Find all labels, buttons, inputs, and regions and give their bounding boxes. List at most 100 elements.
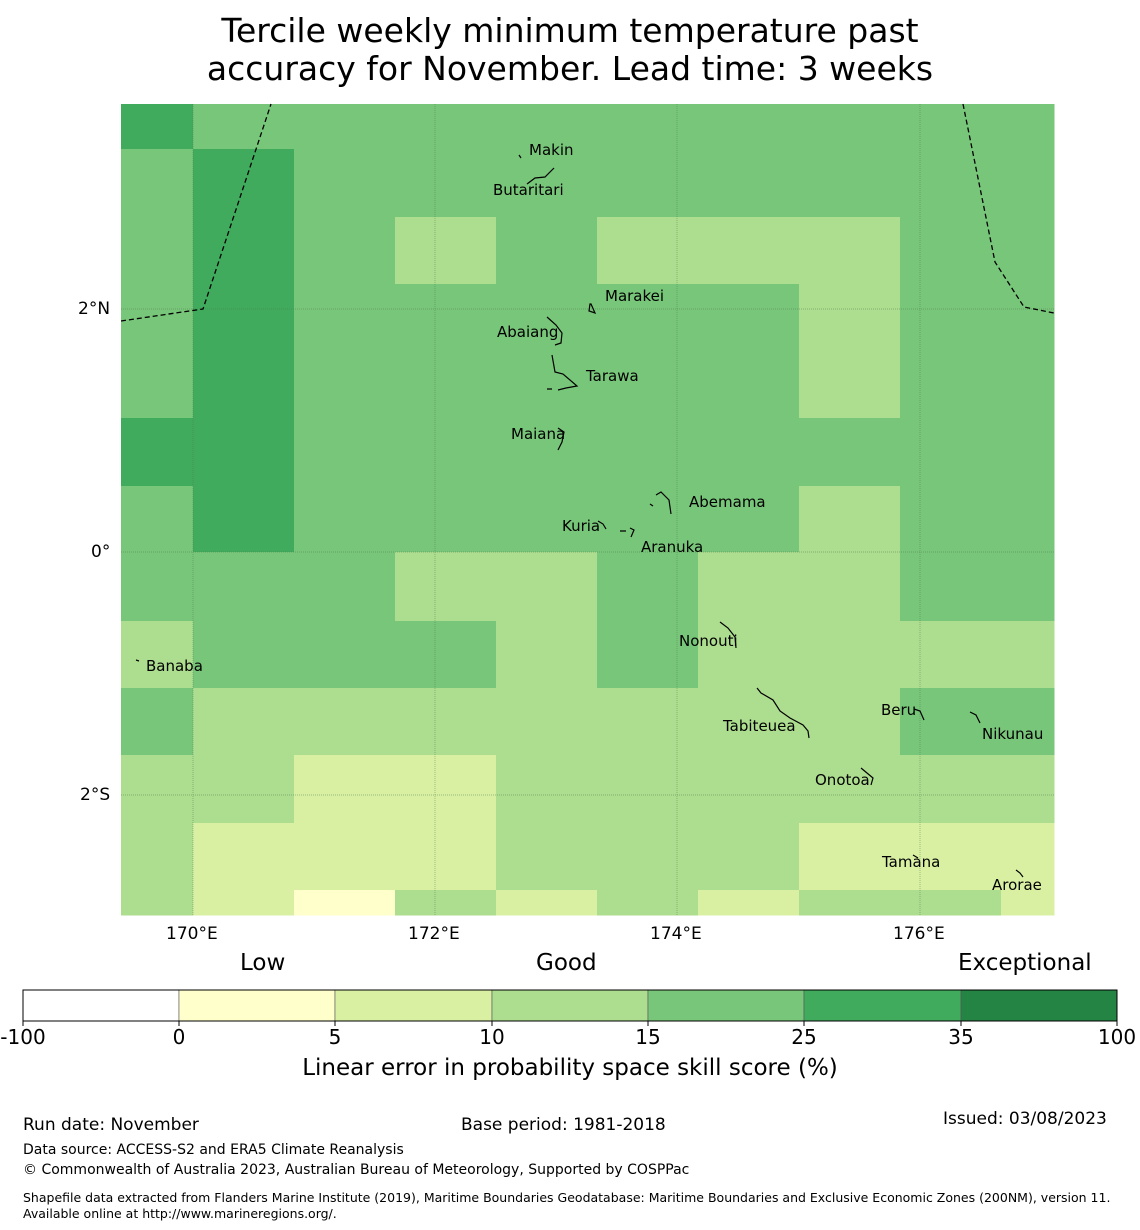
grid-cell	[193, 688, 295, 756]
grid-cell	[294, 217, 396, 285]
grid-cell	[193, 486, 295, 553]
maiana-outline	[557, 427, 565, 451]
grid-cell	[597, 552, 699, 622]
issued-date: Issued: 03/08/2023	[943, 1109, 1107, 1129]
grid-cell	[1001, 755, 1055, 824]
colorbar-tick: 10	[479, 1025, 505, 1049]
grid-cell	[698, 217, 800, 285]
grid-cell	[900, 351, 1002, 419]
island-outlines	[135, 154, 1024, 878]
place-label-makin: Makin	[529, 141, 574, 159]
grid-cell	[395, 217, 497, 285]
grid-cell	[121, 486, 194, 553]
grid-cell	[121, 217, 194, 285]
grid-cell	[496, 418, 598, 487]
grid-cell	[1001, 823, 1055, 891]
grid-cell	[799, 486, 901, 553]
banaba-outline	[135, 659, 140, 662]
grid-cell	[799, 418, 901, 487]
grid-cell	[698, 552, 800, 622]
grid-cell	[900, 217, 1002, 285]
eez-boundary-east	[962, 103, 1055, 314]
grid-cell	[496, 890, 598, 916]
grid-cell	[698, 104, 800, 150]
grid-cell	[496, 552, 598, 622]
place-label-butaritari: Butaritari	[493, 181, 564, 199]
arorae-outline	[1015, 869, 1024, 878]
place-label-marakei: Marakei	[605, 287, 665, 305]
grid-cell	[193, 823, 295, 891]
grid-cell	[496, 351, 598, 419]
title-line-2: accuracy for November. Lead time: 3 week…	[206, 49, 934, 88]
grid-cell	[496, 104, 598, 150]
place-label-maiana: Maiana	[511, 425, 566, 443]
kuria-outline	[597, 520, 635, 538]
grid-cell	[799, 755, 901, 824]
lat-tick-0: 0°	[91, 542, 111, 562]
grid-cell	[395, 351, 497, 419]
chart-title: Tercile weekly minimum temperature past …	[0, 12, 1140, 88]
abemama-outline	[649, 491, 672, 515]
grid-cell	[496, 486, 598, 553]
place-label-abaiang: Abaiang	[497, 323, 559, 341]
grid-cell	[698, 621, 800, 689]
grid-cell	[193, 418, 295, 487]
grid-cell	[1001, 486, 1055, 553]
onotoa-outline	[860, 767, 874, 786]
place-label-nonouti: Nonouti	[679, 632, 738, 650]
grid-cell	[597, 104, 699, 150]
grid-cell	[597, 418, 699, 487]
colorbar-label: Linear error in probability space skill …	[302, 1055, 838, 1081]
colorbar-tick-marks	[22, 1021, 1118, 1026]
grid-cell	[294, 755, 396, 824]
grid-cell	[799, 217, 901, 285]
colorbar-tick: -100	[0, 1025, 46, 1049]
grid-cell	[395, 418, 497, 487]
grid-cell	[900, 149, 1002, 218]
colorbar-category-low: Low	[240, 950, 286, 976]
colorbar-tick: 0	[172, 1025, 186, 1049]
grid-cell	[193, 552, 295, 622]
grid-cell	[1001, 621, 1055, 689]
grid-cell	[1001, 217, 1055, 285]
grid-cell	[698, 755, 800, 824]
grid-cell	[121, 823, 194, 891]
copyright: © Commonwealth of Australia 2023, Austra…	[23, 1162, 690, 1178]
place-label-tarawa: Tarawa	[586, 367, 639, 385]
grid-cell	[121, 351, 194, 419]
grid-cell	[1001, 418, 1055, 487]
grid-cell	[193, 104, 295, 150]
place-label-beru: Beru	[881, 701, 917, 719]
grid-cell	[395, 149, 497, 218]
grid-cell	[121, 284, 194, 352]
grid-cell	[193, 149, 295, 218]
place-label-tamana: Tamana	[882, 853, 941, 871]
colorbar-tick: 15	[635, 1025, 661, 1049]
lon-tick-174e: 174°E	[650, 924, 702, 944]
grid-cell	[121, 890, 194, 916]
lon-tick-172e: 172°E	[408, 924, 460, 944]
grid-cell	[395, 486, 497, 553]
grid-cell	[395, 284, 497, 352]
grid-cell	[900, 486, 1002, 553]
grid-cell	[900, 890, 1002, 916]
grid-cell	[698, 823, 800, 891]
grid-cell	[496, 149, 598, 218]
grid-cell	[193, 217, 295, 285]
grid-cell	[496, 688, 598, 756]
grid-cell	[698, 418, 800, 487]
grid-cell	[294, 284, 396, 352]
grid-cell	[799, 552, 901, 622]
grid-cell	[294, 621, 396, 689]
grid-cell	[121, 688, 194, 756]
grid-cell	[496, 284, 598, 352]
colorbar-border	[22, 989, 1118, 1022]
grid-cell	[1001, 890, 1055, 916]
grid-cell	[395, 104, 497, 150]
colorbar-tick: 100	[1097, 1025, 1137, 1049]
grid-cell	[294, 823, 396, 891]
eez-boundaries	[120, 103, 1055, 322]
colorbar-segment	[960, 989, 1118, 1022]
grid-cell	[799, 621, 901, 689]
